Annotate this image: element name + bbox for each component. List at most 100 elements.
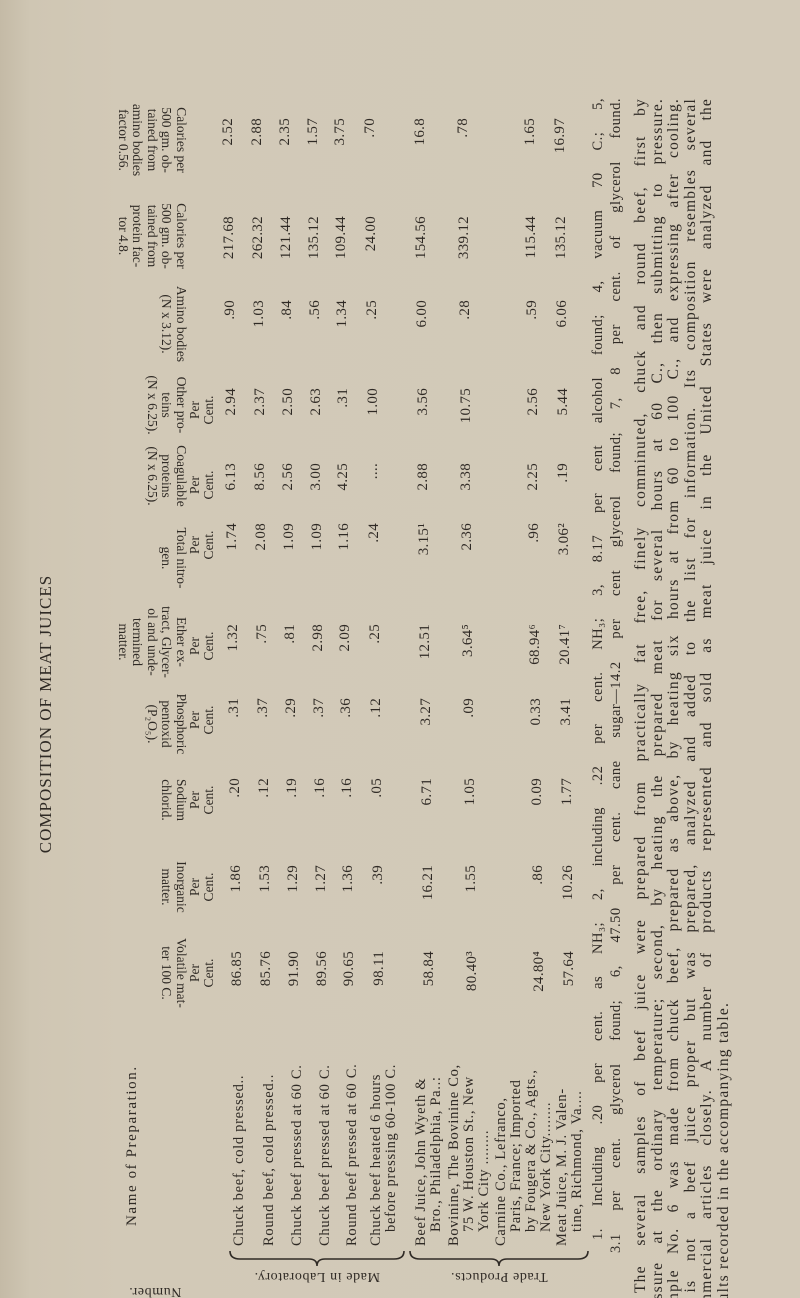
table-cell: 262.32 xyxy=(249,216,266,260)
preparation-name-line: Round beef pressed at 60 C. xyxy=(344,1063,360,1246)
table-cell: 24.80⁴ xyxy=(530,951,547,992)
table-cell: 154.56 xyxy=(412,216,429,260)
name-of-preparation-header: Name of Preparation. xyxy=(124,1065,140,1226)
preparation-name-line: Round beef, cold pressed.. xyxy=(261,1073,277,1246)
column-header-line: tained from xyxy=(145,108,160,172)
table-cell: 3.15¹ xyxy=(416,523,433,556)
per-cent-line: Cent. xyxy=(201,631,216,661)
per-cent-line: Per xyxy=(187,878,202,896)
preparation-name: Meat Juice, M. J. Valen-tine, Richmond, … xyxy=(554,1088,585,1246)
per-cent-line: Cent. xyxy=(201,470,216,500)
column-header-line: Calories per xyxy=(174,107,189,173)
table-cell: 89.56 xyxy=(313,951,330,987)
table-cell: .25 xyxy=(363,300,380,320)
preparation-name: Chuck beef heated 6 hours before pressing… xyxy=(368,1063,399,1246)
table-cell: 2.88 xyxy=(248,118,265,146)
preparation-name-line: Beef Juice, John Wyeth & xyxy=(413,1077,429,1246)
table-cell: .09 xyxy=(460,698,477,718)
table-cell: .28 xyxy=(456,300,473,320)
table-cell: .78 xyxy=(454,118,471,138)
table-cell: 1.34 xyxy=(333,300,350,328)
footnote-line: 1. Including .20 per cent. as NH₃; 2, in… xyxy=(590,98,606,1240)
preparation-name: Carnine Co., Lefranco, Paris, France; Imp… xyxy=(493,1069,554,1246)
column-header-line: tract, Glycer- xyxy=(159,606,175,678)
table-cell: 3.56 xyxy=(414,388,431,416)
table-cell: .... xyxy=(365,463,382,480)
table-cell: 3.75 xyxy=(331,118,348,146)
table-cell: 80.40³ xyxy=(463,951,480,992)
table-cell: .59 xyxy=(523,300,540,320)
column-header-line: protein fac- xyxy=(130,204,146,268)
table-cell: 115.44 xyxy=(522,216,539,259)
per-cent-line: Cent. xyxy=(201,395,216,425)
table-cell: 2.56 xyxy=(280,463,297,491)
group-label: Made in Laboratory. xyxy=(254,1269,380,1284)
table-cell: 85.76 xyxy=(257,951,274,987)
table-cell: 2.36 xyxy=(459,523,476,551)
table-cell: 2.52 xyxy=(219,118,236,146)
column-header-line: (N x 6.25). xyxy=(145,375,160,435)
per-cent-line: Per xyxy=(187,536,202,554)
preparation-name-line: 75 W. Houston St., New xyxy=(461,1076,477,1232)
table-cell: .84 xyxy=(278,300,295,320)
table-cell: 98.11 xyxy=(370,951,387,986)
preparation-name-line: Paris, France; Imported xyxy=(508,1079,524,1232)
table-cell: .29 xyxy=(282,698,299,718)
preparation-name-line: Meat Juice, M. J. Valen- xyxy=(554,1088,570,1246)
table-cell: 2.94 xyxy=(222,388,239,416)
table-cell: .96 xyxy=(526,523,543,543)
preparation-name-line: tine, Richmond, Va.... xyxy=(569,1090,585,1232)
per-cent-line: Per xyxy=(187,476,202,494)
table-cell: 2.98 xyxy=(310,624,327,652)
preparation-name: Round beef pressed at 60 C. xyxy=(344,1063,360,1246)
table-cell: .20 xyxy=(226,778,243,798)
table-cell: .19 xyxy=(283,778,300,798)
table-cell: 3.27 xyxy=(417,698,434,726)
table-cell: 1.27 xyxy=(312,865,329,893)
preparation-name-line: Chuck beef heated 6 hours xyxy=(368,1073,384,1246)
per-cent-label: Per Cent. xyxy=(187,690,216,750)
table-cell: 2.25 xyxy=(525,463,542,491)
preparation-name: Beef Juice, John Wyeth & Bro., Philadelph… xyxy=(413,1076,444,1246)
table-cell: 121.44 xyxy=(277,216,294,260)
column-header-line: 500 gm. ob- xyxy=(159,203,175,269)
group-brace xyxy=(409,1250,589,1267)
table-cell: 16.97 xyxy=(551,118,568,154)
column-header-line: proteins xyxy=(159,454,175,498)
preparation-name-line: by Fougera & Co., Agts., xyxy=(523,1069,539,1232)
per-cent-line: Cent. xyxy=(201,785,216,815)
group-braces xyxy=(229,1250,589,1267)
table-cell: 2.09 xyxy=(337,624,354,652)
column-header-line: factor 0.56. xyxy=(116,109,131,171)
group-label: Trade Products. xyxy=(450,1269,548,1284)
preparation-name: Round beef, cold pressed.. xyxy=(261,1073,277,1246)
table-cell: .05 xyxy=(368,778,385,798)
table-cell: 0.33 xyxy=(527,698,544,726)
table-cell: 3.00 xyxy=(308,463,325,491)
table-cell: 339.12 xyxy=(455,216,472,260)
preparation-name-line: before pressing 60-100 C. xyxy=(383,1063,399,1232)
table-cell: 57.64 xyxy=(560,951,577,987)
table-cell: 2.63 xyxy=(307,388,324,416)
column-header-line: Phosphoric xyxy=(174,693,189,755)
column-header-line: Ether ex- xyxy=(174,617,189,667)
column-header-line: ol and unde- xyxy=(145,608,160,676)
column-header-line: Other pro- xyxy=(174,376,189,434)
column-header-line: (N x 3.12). xyxy=(159,294,175,354)
table-cell: 1.32 xyxy=(225,624,242,652)
per-cent-line: Per xyxy=(187,401,202,419)
table-cell: 3.41 xyxy=(557,698,574,726)
paragraph-line: commercial articles closely. A number of… xyxy=(698,98,716,1298)
preparation-name-line: New York City........ xyxy=(538,1101,554,1232)
table-cell: .12 xyxy=(255,778,272,798)
table-cell: .56 xyxy=(306,300,323,320)
preparation-name-line: Carnine Co., Lefranco, xyxy=(493,1097,509,1246)
paragraph-line: results recorded in the accompanying tab… xyxy=(715,1001,732,1298)
table-cell: 6.00 xyxy=(413,300,430,328)
per-cent-line: Cent. xyxy=(201,958,216,988)
table-cell: .24 xyxy=(366,523,383,543)
preparation-name-line: York City ........ xyxy=(476,1129,492,1232)
table-cell: 135.12 xyxy=(305,216,322,260)
table-cell: .25 xyxy=(367,624,384,644)
table-cell: .12 xyxy=(367,698,384,718)
